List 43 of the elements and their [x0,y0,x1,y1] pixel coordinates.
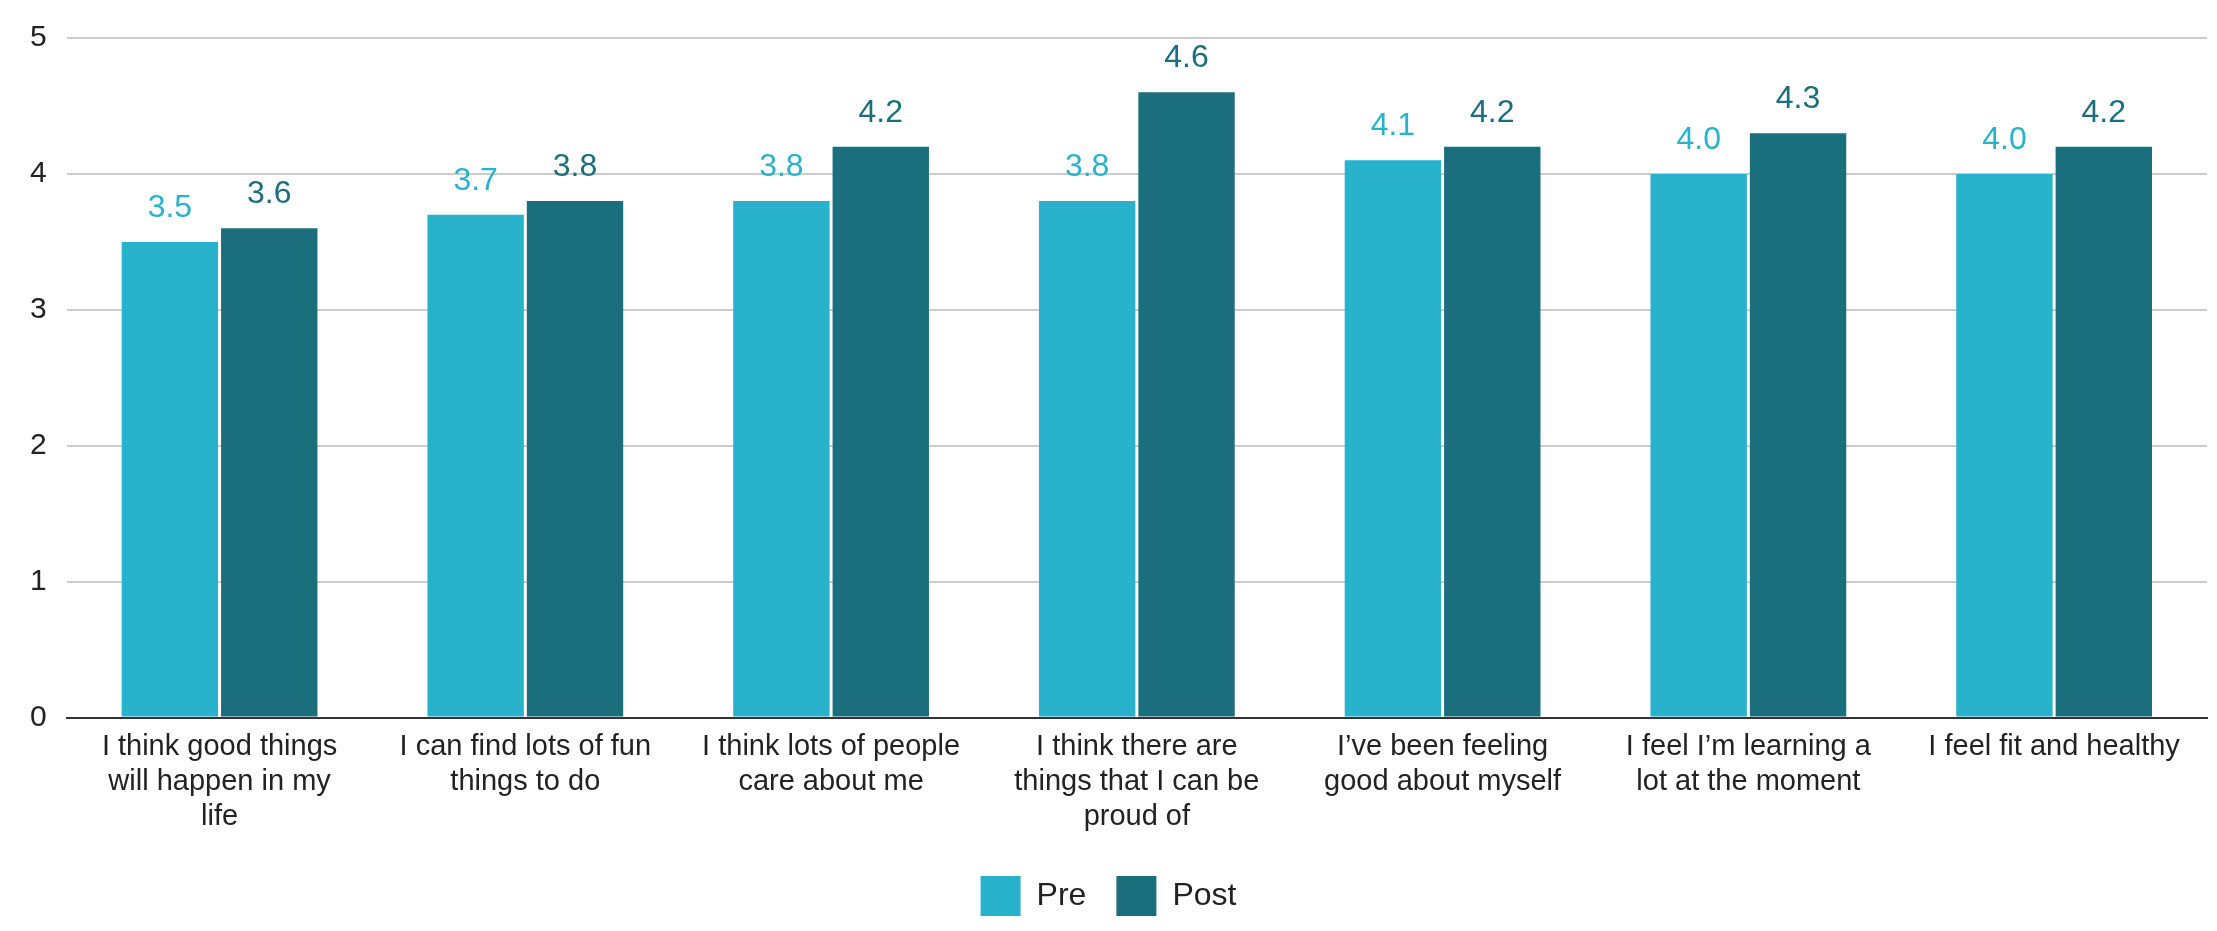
x-tick-label: I think good things will happen in my life [101,729,338,831]
y-tick-label: 4 [30,155,47,189]
bar [1138,92,1235,717]
bar [2055,146,2152,717]
legend-label: Post [1172,875,1237,912]
bar [221,228,318,717]
x-tick-label: I feel I’m learning a lot at the moment [1625,729,1872,796]
x-tick-label: I feel fit and healthy [1928,729,2181,761]
bar [1650,173,1747,717]
data-label: 4.0 [1982,119,2027,156]
y-tick-label: 3 [30,291,47,325]
data-label: 3.8 [1064,146,1110,183]
bar [427,214,524,717]
data-label: 4.2 [2081,92,2127,129]
data-label: 3.7 [453,160,498,197]
x-tick-label: I can find lots of fun things to do [399,729,652,796]
y-tick-label: 0 [30,698,47,732]
bar [1344,160,1442,717]
x-tick-label: I’ve been feeling good about myself [1324,729,1563,796]
data-label: 3.8 [552,146,598,183]
data-label: 3.8 [759,146,804,183]
data-label: 3.6 [247,174,292,211]
bar [1749,133,1847,717]
legend-label: Pre [1036,875,1087,912]
bar [733,201,830,717]
data-label: 3.5 [147,187,193,224]
bar [1956,173,2053,717]
x-tick-label: I think there are things that I can be proud of [1014,729,1260,831]
y-tick-label: 5 [30,19,47,53]
data-label: 4.1 [1370,106,1416,143]
data-label: 4.0 [1676,119,1721,156]
bar [1444,146,1541,717]
bar [832,146,929,717]
data-label: 4.2 [1470,92,1515,129]
bar [1038,201,1136,717]
bar [526,201,624,717]
y-tick-label: 2 [30,427,47,461]
x-tick-label: I think lots of people care about me [702,729,961,796]
data-label: 4.2 [858,92,904,129]
y-tick-label: 1 [30,562,47,596]
data-label: 4.6 [1164,38,1209,75]
bar [121,241,219,717]
data-label: 4.3 [1775,78,1821,115]
